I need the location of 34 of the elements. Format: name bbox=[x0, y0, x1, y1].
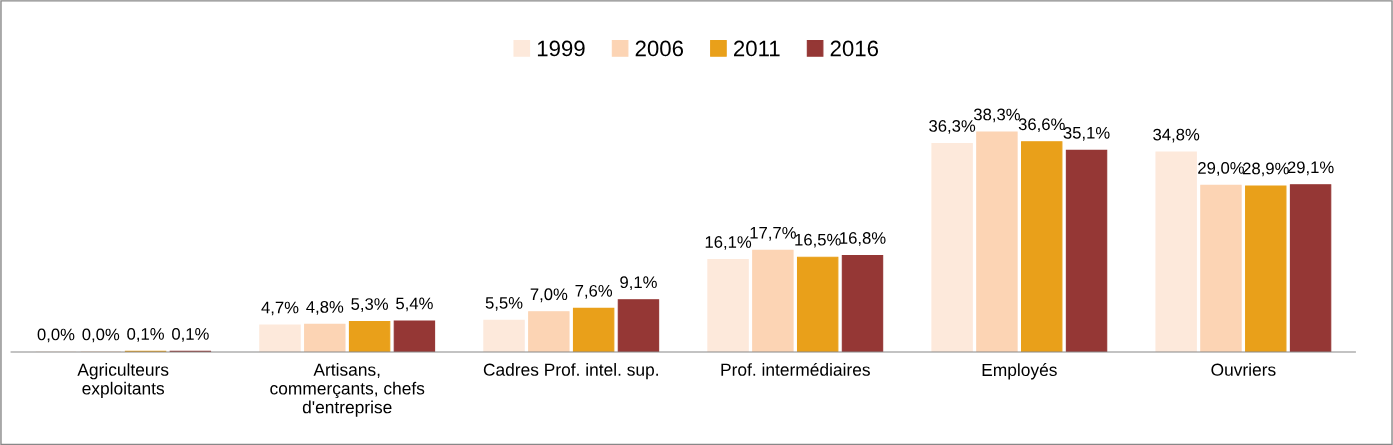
data-label: 36,6% bbox=[1018, 118, 1065, 133]
x-tick-label: Artisans, commerçants, chefs d'entreprise bbox=[270, 363, 425, 417]
data-label: 0,1% bbox=[127, 328, 164, 342]
data-label: 0,1% bbox=[172, 328, 209, 342]
x-tick-label: Agriculteurs exploitants bbox=[77, 363, 169, 398]
data-label: 4,7% bbox=[261, 301, 299, 316]
data-label: 5,3% bbox=[351, 298, 389, 312]
data-label: 0,0% bbox=[37, 328, 75, 343]
data-label: 5,4% bbox=[396, 297, 433, 312]
data-label: 29,1% bbox=[1287, 161, 1334, 176]
x-tick-label: Cadres Prof. intel. sup. bbox=[483, 363, 658, 380]
data-label: 0,0% bbox=[82, 328, 120, 343]
data-label: 36,3% bbox=[929, 120, 976, 134]
x-tick-label: Prof. intermédiaires bbox=[721, 362, 870, 376]
data-label: 17,7% bbox=[750, 226, 796, 241]
data-label: 16,1% bbox=[705, 236, 752, 250]
data-label: 16,5% bbox=[795, 233, 841, 248]
legend-label: 1999 bbox=[537, 40, 585, 57]
data-label: 4,8% bbox=[306, 301, 344, 315]
legend-label: 2016 bbox=[830, 40, 879, 57]
legend-label: 2011 bbox=[733, 40, 780, 57]
data-label: 28,9% bbox=[1242, 162, 1289, 177]
data-label: 7,0% bbox=[530, 288, 568, 303]
legend-label: 2006 bbox=[635, 40, 684, 57]
data-label: 38,3% bbox=[973, 108, 1020, 123]
data-label: 5,5% bbox=[485, 297, 523, 311]
x-tick-label: Employés bbox=[982, 363, 1057, 380]
data-label: 7,6% bbox=[575, 284, 613, 299]
x-tick-label: Ouvriers bbox=[1211, 363, 1276, 376]
data-label: 16,8% bbox=[840, 232, 886, 246]
data-label: 35,1% bbox=[1063, 126, 1110, 141]
data-label: 29,0% bbox=[1198, 161, 1244, 176]
data-label: 9,1% bbox=[620, 276, 657, 291]
data-label: 34,8% bbox=[1153, 128, 1200, 143]
